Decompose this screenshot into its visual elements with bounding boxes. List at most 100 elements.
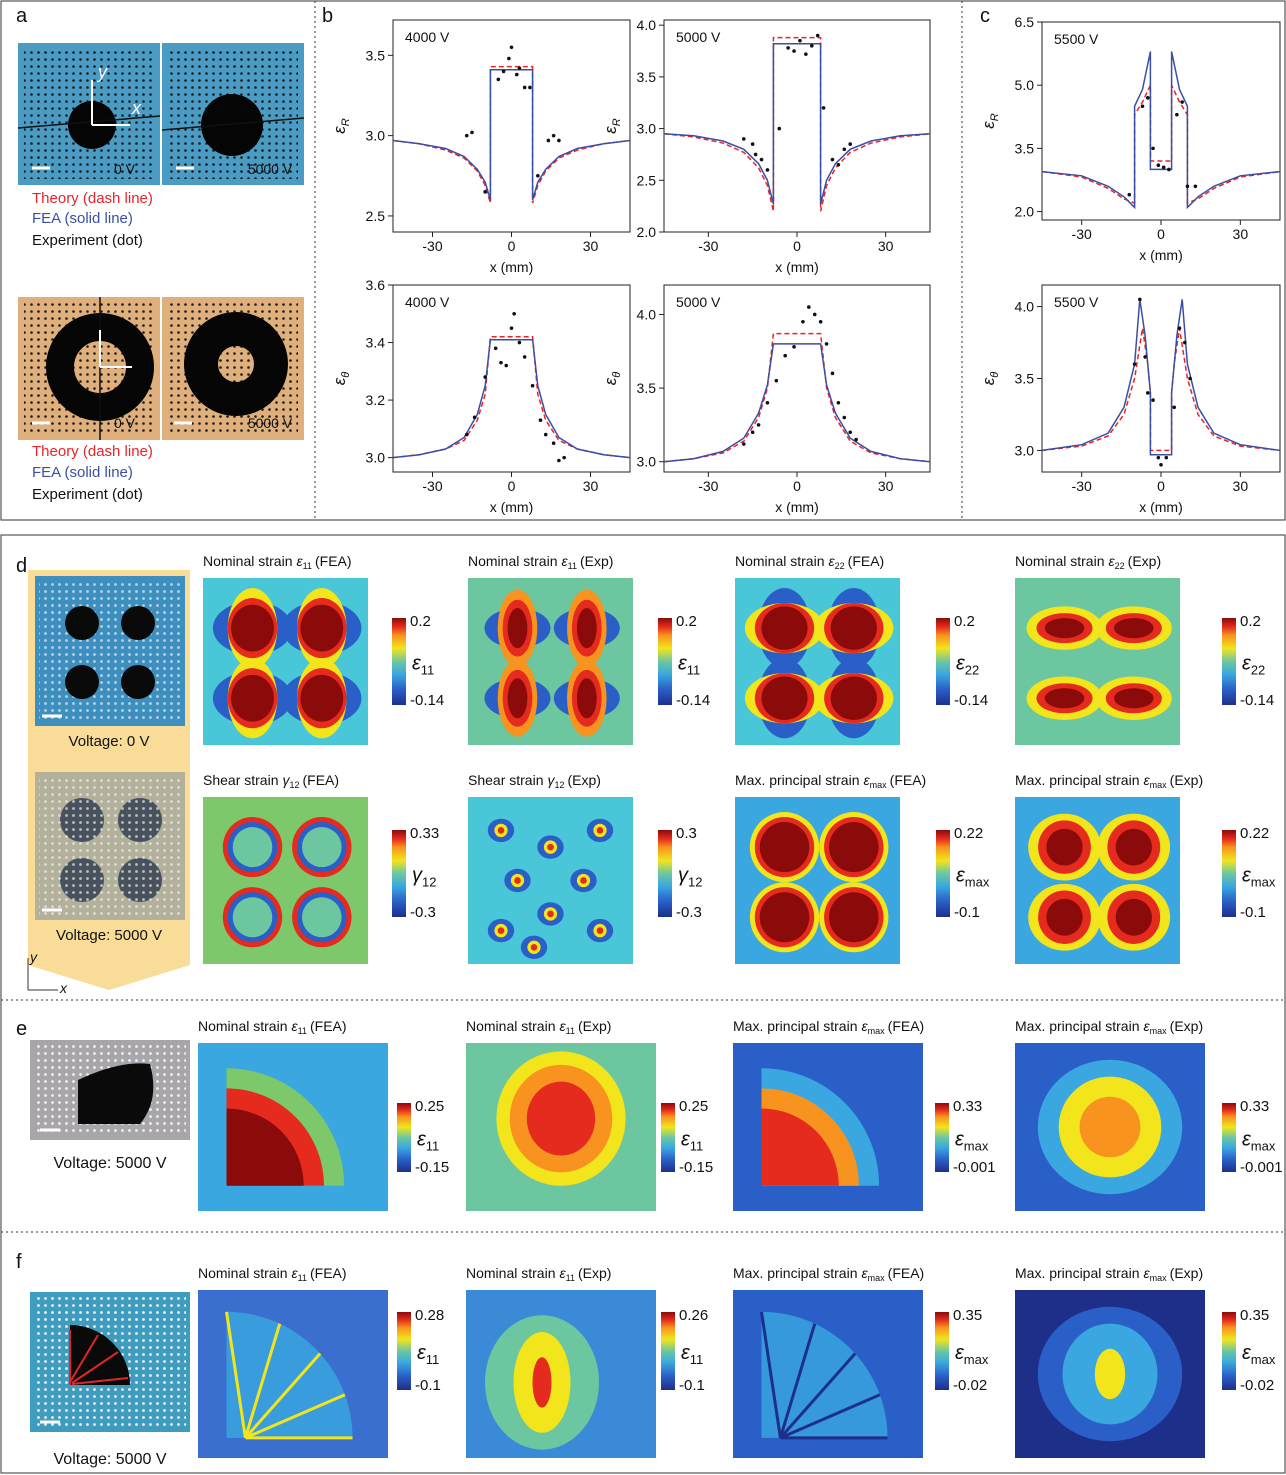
contour-map <box>203 578 368 745</box>
contour <box>760 822 810 872</box>
title-suffix: (Exp) <box>1128 553 1161 569</box>
y-label-subscript: θ <box>340 372 352 378</box>
y-label-subscript: θ <box>989 372 1001 378</box>
voltage-label: Voltage: 0 V <box>69 733 150 750</box>
y-tick-label: 3.0 <box>637 121 657 137</box>
x-tick-label: -30 <box>1072 226 1092 242</box>
data-point <box>1133 362 1137 366</box>
title-prefix: Max. principal strain <box>1015 772 1140 788</box>
series-line <box>1042 85 1280 203</box>
plot-frame <box>393 285 630 472</box>
data-point <box>1146 96 1150 100</box>
x-axis-label: x (mm) <box>490 499 534 515</box>
title-prefix: Nominal strain <box>198 1265 287 1281</box>
contour <box>831 606 877 649</box>
data-point <box>792 49 796 53</box>
title-subscript: 11 <box>566 1026 575 1036</box>
title-suffix: (FEA) <box>310 1265 347 1281</box>
data-point <box>742 137 746 141</box>
map-title: Max. principal strainεmax(FEA) <box>733 1018 924 1036</box>
y-label-subscript: R <box>989 113 1001 121</box>
y-tick-label: 2.0 <box>637 224 657 240</box>
title-subscript: 11 <box>298 1273 307 1283</box>
title-suffix: (Exp) <box>580 553 613 569</box>
x-axis-label: x (mm) <box>1139 247 1183 263</box>
contour <box>531 944 538 951</box>
title-prefix: Nominal strain <box>1015 553 1104 569</box>
title-prefix: Nominal strain <box>466 1265 555 1281</box>
title-suffix: (FEA) <box>848 553 885 569</box>
colorbar-symbol: ε11 <box>681 1129 703 1154</box>
colorbar <box>397 1103 411 1172</box>
contour <box>597 827 604 834</box>
colorbar <box>1222 618 1236 705</box>
data-point <box>1186 184 1190 188</box>
title-subscript: 11 <box>568 561 577 571</box>
colorbar-symbol: γ12 <box>678 865 702 890</box>
data-point <box>465 134 469 138</box>
colorbar <box>935 1312 949 1390</box>
data-point <box>1175 113 1179 117</box>
title-subscript: max <box>868 1026 886 1036</box>
contour-map <box>1015 797 1180 964</box>
colorbar <box>936 830 950 917</box>
colorbar-symbol: εmax <box>1242 1129 1276 1154</box>
contour <box>302 827 342 867</box>
x-tick-label: -30 <box>698 478 718 494</box>
x-tick-label: 0 <box>508 238 516 254</box>
x-tick-label: -30 <box>422 478 442 494</box>
y-tick-label: 2.0 <box>1015 204 1035 220</box>
photo-dots <box>39 776 181 916</box>
voltage-label: 5000 V <box>248 415 293 431</box>
contour <box>761 606 807 649</box>
title-subscript: 22 <box>1115 561 1125 571</box>
contour <box>1116 899 1152 936</box>
map-title: Max. principal strainεmax(Exp) <box>1015 772 1203 790</box>
contour-map <box>198 1043 388 1211</box>
y-tick-label: 3.0 <box>637 454 657 470</box>
data-point <box>1143 355 1147 359</box>
data-point <box>465 433 469 437</box>
map-title: Max. principal strainεmax(FEA) <box>733 1265 924 1283</box>
contour-map <box>1015 1290 1205 1458</box>
data-point <box>510 326 514 330</box>
colorbar-symbol: ε11 <box>681 1342 703 1367</box>
data-point <box>783 354 787 358</box>
x-tick-label: 0 <box>1157 226 1165 242</box>
x-tick-label: -30 <box>698 238 718 254</box>
data-point <box>1157 456 1161 460</box>
contour <box>580 877 587 884</box>
colorbar-subscript: max <box>1251 1139 1276 1154</box>
colorbar-subscript: 11 <box>687 663 701 678</box>
colorbar-symbol: γ12 <box>412 865 436 890</box>
data-point <box>531 384 535 388</box>
contour <box>577 678 597 718</box>
data-point <box>1159 463 1163 467</box>
colorbar <box>1222 830 1236 917</box>
contour-map <box>203 797 368 964</box>
annotation: 5000 V <box>676 29 721 45</box>
x-tick-label: 30 <box>1233 226 1249 242</box>
map-title: Nominal strainε22(Exp) <box>1015 553 1161 571</box>
colorbar-symbol: εmax <box>955 1129 989 1154</box>
y-label-subscript: R <box>611 118 623 126</box>
photo-panels <box>28 570 190 1432</box>
data-point <box>470 131 474 135</box>
colorbar-symbol: ε22 <box>956 653 979 678</box>
colorbar-max: 0.28 <box>415 1307 444 1324</box>
y-tick-label: 5.0 <box>1015 77 1035 93</box>
colorbar-max: 0.22 <box>1240 825 1269 842</box>
y-axis-label: εR <box>979 113 1001 128</box>
data-point <box>837 401 841 405</box>
contour <box>760 892 810 942</box>
plot-frame <box>1042 285 1280 472</box>
title-subscript: max <box>870 780 888 790</box>
title-subscript: 22 <box>835 561 845 571</box>
data-point <box>557 139 561 143</box>
y-tick-label: 3.0 <box>366 450 386 466</box>
data-point <box>825 342 829 346</box>
title-subscript: 12 <box>554 780 564 790</box>
series-line <box>664 334 930 462</box>
contour-map <box>198 1290 388 1458</box>
data-point <box>512 312 516 316</box>
